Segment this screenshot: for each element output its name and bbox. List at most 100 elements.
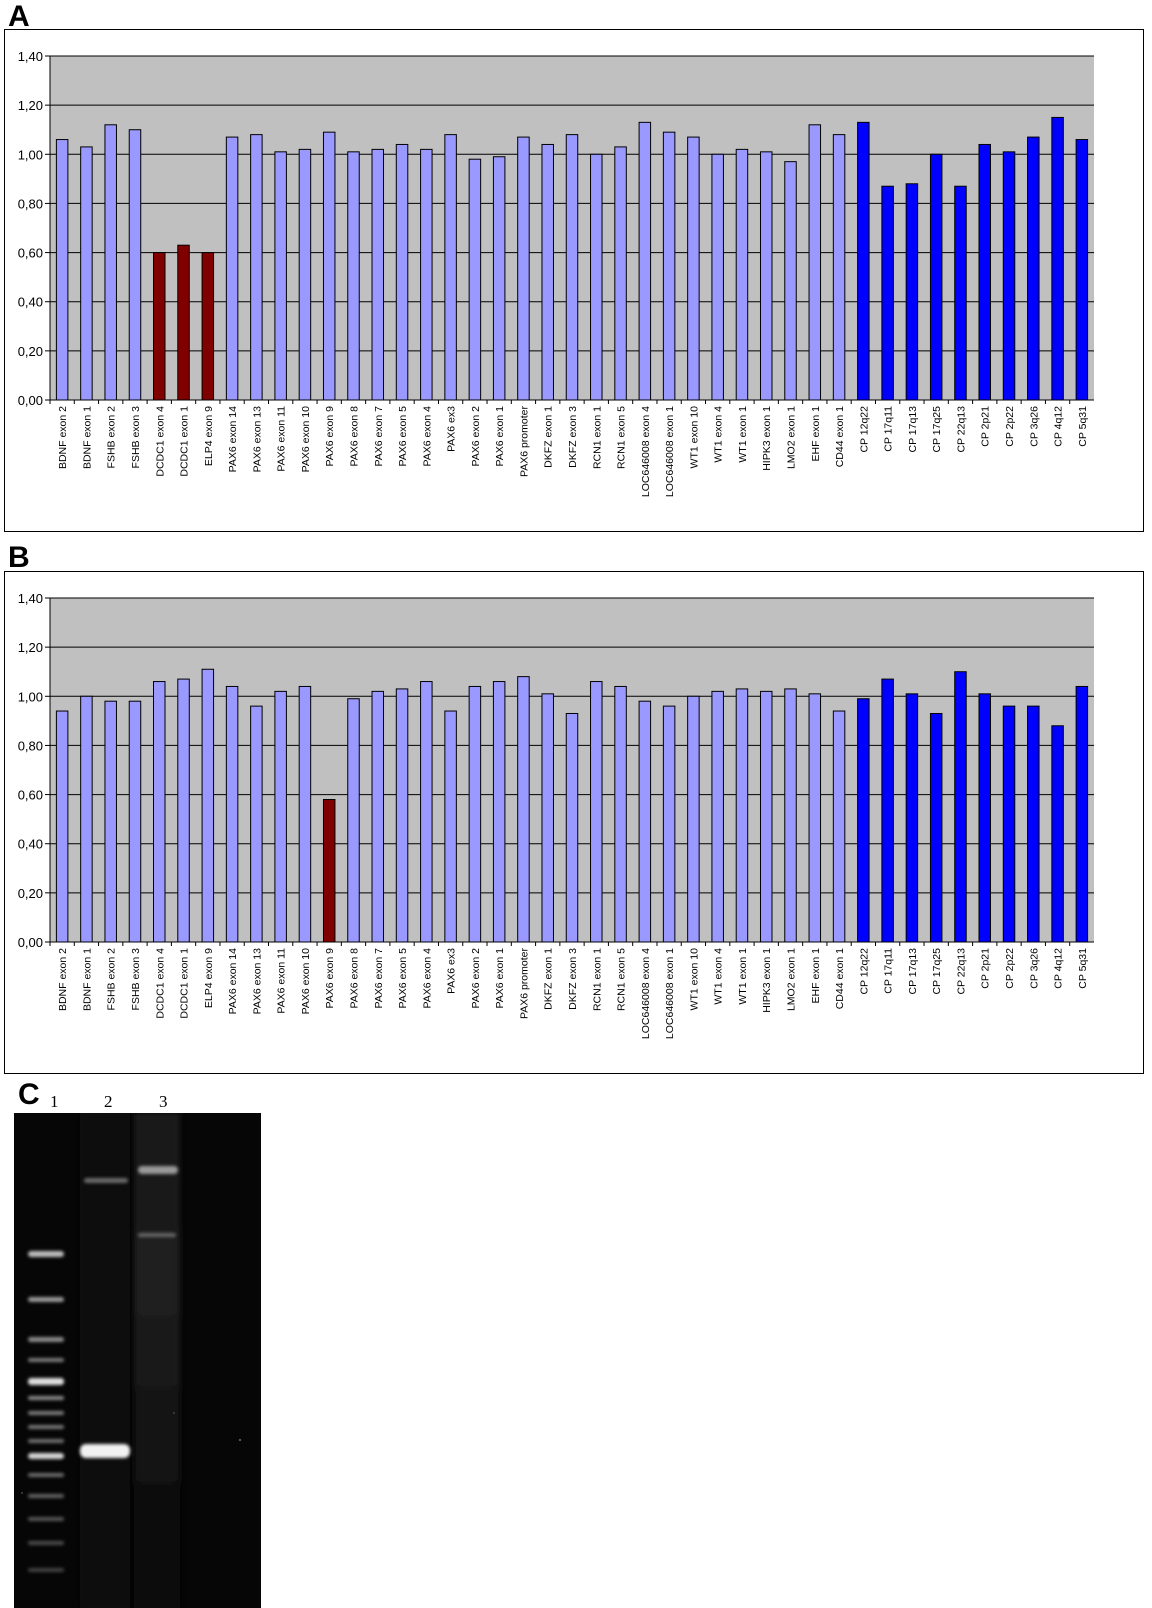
chart-a-bar bbox=[298, 148, 312, 401]
chart-b-bar bbox=[662, 705, 676, 943]
panel-b-label: B bbox=[8, 541, 30, 574]
chart-a-category-label: FSHB exon 2 bbox=[106, 406, 118, 469]
gel-lane-3-smear bbox=[134, 1113, 180, 1608]
gel-lane-label-1: 1 bbox=[50, 1092, 59, 1111]
chart-b-bar bbox=[1027, 705, 1040, 943]
chart-b-bar bbox=[978, 693, 991, 943]
chart-b-bar bbox=[298, 685, 312, 943]
chart-a-category-label: RCN1 exon 5 bbox=[616, 406, 628, 469]
chart-a-bar bbox=[80, 146, 93, 401]
chart-b-bar bbox=[274, 690, 287, 943]
chart-a-bar bbox=[420, 148, 433, 401]
chart-a-y-tick-label: 0,80 bbox=[18, 196, 43, 211]
chart-a-category-label: DCDC1 exon 1 bbox=[179, 406, 191, 477]
chart-a-bar bbox=[711, 153, 724, 401]
chart-b-category-label: PAX6 exon 9 bbox=[324, 948, 336, 1009]
chart-a-bar bbox=[881, 185, 894, 401]
chart-b-y-tick-label: 0,00 bbox=[18, 935, 43, 950]
chart-b-y-tick-label: 0,20 bbox=[18, 886, 43, 901]
chart-b-y-tick-label: 0,80 bbox=[18, 738, 43, 753]
chart-a-y-tick-label: 1,00 bbox=[18, 147, 43, 162]
chart-b-bar bbox=[929, 712, 943, 943]
chart-b-category-label: BDNF exon 2 bbox=[57, 948, 69, 1011]
chart-b-bar bbox=[492, 681, 506, 943]
chart-b-bar bbox=[80, 695, 93, 943]
chart-a-bar bbox=[128, 129, 142, 401]
chart-b-category-label: RCN1 exon 5 bbox=[616, 948, 628, 1011]
chart-b-category-label: WT1 exon 1 bbox=[737, 948, 749, 1005]
chart-b-category-label: PAX6 ex3 bbox=[446, 948, 458, 994]
chart-a-frame: 0,00 0,20 0,40 0,60 0,80 1,00 1,20 1,40 BDNF exo… bbox=[4, 29, 1144, 532]
chart-b-y-tick-label: 1,20 bbox=[18, 640, 43, 655]
chart-a-y-tick-label: 1,40 bbox=[18, 49, 43, 64]
chart-b-category-label: CP 2p22 bbox=[1004, 948, 1016, 989]
chart-b-category-label: LOC646008 exon 4 bbox=[640, 948, 652, 1039]
chart-a-y-tick-label: 0,20 bbox=[18, 344, 43, 359]
chart-b-bar bbox=[1002, 705, 1016, 943]
chart-b-bar bbox=[128, 700, 142, 943]
chart-b: 0,00 0,20 0,40 0,60 0,80 1,00 1,20 1,40 BDNF exo… bbox=[18, 591, 1094, 1039]
chart-a-category-label: PAX6 exon 8 bbox=[348, 406, 360, 467]
chart-b-y-tick-label: 0,40 bbox=[18, 837, 43, 852]
chart-a-category-label: DCDC1 exon 4 bbox=[154, 406, 166, 477]
chart-a-category-label: LOC646008 exon 4 bbox=[640, 406, 652, 497]
chart-a-category-label: BDNF exon 2 bbox=[57, 406, 69, 469]
chart-b-category-label: PAX6 exon 8 bbox=[348, 948, 360, 1009]
chart-b-category-label: FSHB exon 3 bbox=[130, 948, 142, 1011]
chart-a-bar bbox=[347, 151, 360, 401]
chart-a-y-tick-label: 0,00 bbox=[18, 393, 43, 408]
chart-a-bar bbox=[177, 244, 190, 401]
chart-a-bar bbox=[55, 139, 69, 401]
chart-a-bar bbox=[492, 156, 506, 401]
chart-b-y-tick-label: 1,00 bbox=[18, 689, 43, 704]
chart-a-category-label: ELP4 exon 9 bbox=[203, 406, 215, 466]
chart-a-category-label: PAX6 ex3 bbox=[446, 406, 458, 452]
gel-image-svg bbox=[14, 1113, 261, 1608]
chart-a-category-label: CP 3q26 bbox=[1028, 406, 1040, 447]
chart-b-bar bbox=[371, 690, 385, 943]
gel-lane-label-2: 2 bbox=[104, 1092, 113, 1111]
chart-b-category-label: LMO2 exon 1 bbox=[786, 948, 798, 1011]
chart-a-category-label: WT1 exon 10 bbox=[688, 406, 700, 469]
chart-b-bar bbox=[905, 693, 919, 943]
chart-a-bar bbox=[104, 124, 117, 401]
chart-b-bar bbox=[104, 700, 117, 943]
chart-b-category-label: CP 12q22 bbox=[858, 948, 870, 995]
chart-a-category-label: HIPK3 exon 1 bbox=[761, 406, 773, 471]
chart-b-bar bbox=[444, 710, 457, 943]
chart-b-category-label: CP 17q25 bbox=[931, 948, 943, 995]
chart-a-bar bbox=[832, 134, 846, 401]
chart-a-bar bbox=[638, 121, 652, 401]
chart-a-bar bbox=[565, 134, 579, 401]
chart-b-bar bbox=[638, 700, 652, 943]
chart-a-bar bbox=[225, 136, 239, 401]
chart-a-category-label: PAX6 exon 14 bbox=[227, 406, 239, 473]
chart-a-bar bbox=[541, 143, 554, 401]
chart-b-y-tick-label: 1,40 bbox=[18, 591, 43, 606]
gel-lane-label-3: 3 bbox=[159, 1092, 168, 1111]
chart-b-category-label: CP 4q12 bbox=[1053, 948, 1065, 989]
chart-b-category-label: RCN1 exon 1 bbox=[591, 948, 603, 1011]
chart-b-bar bbox=[808, 693, 822, 943]
chart-a-y-tick-label: 0,40 bbox=[18, 295, 43, 310]
chart-b-category-label: WT1 exon 10 bbox=[688, 948, 700, 1011]
chart-a-category-label: CP 17q11 bbox=[883, 406, 895, 452]
chart-b-category-label: CP 3q26 bbox=[1028, 948, 1040, 989]
chart-b-bar bbox=[322, 798, 336, 943]
chart-b-bar bbox=[201, 668, 215, 943]
chart-a-category-label: WT1 exon 1 bbox=[737, 406, 749, 463]
panel-c-label: C bbox=[18, 1078, 40, 1111]
chart-b-bar bbox=[153, 681, 166, 943]
chart-b-bar bbox=[55, 710, 69, 943]
chart-b-category-label: DCDC1 exon 4 bbox=[154, 948, 166, 1019]
chart-b-category-label: DCDC1 exon 1 bbox=[179, 948, 191, 1019]
chart-b-category-label: PAX6 exon 7 bbox=[373, 948, 385, 1009]
chart-a-category-label: PAX6 exon 7 bbox=[373, 406, 385, 467]
panel-a-label: A bbox=[8, 0, 30, 33]
chart-a-bar bbox=[517, 136, 530, 401]
chart-a-category-label: FSHB exon 3 bbox=[130, 406, 142, 469]
chart-a: 0,00 0,20 0,40 0,60 0,80 1,00 1,20 1,40 BDNF exo… bbox=[18, 49, 1094, 497]
chart-b-category-label: PAX6 exon 1 bbox=[494, 948, 506, 1009]
chart-b-category-label: DKFZ exon 1 bbox=[543, 948, 555, 1010]
chart-a-category-label: PAX6 exon 10 bbox=[300, 406, 312, 473]
